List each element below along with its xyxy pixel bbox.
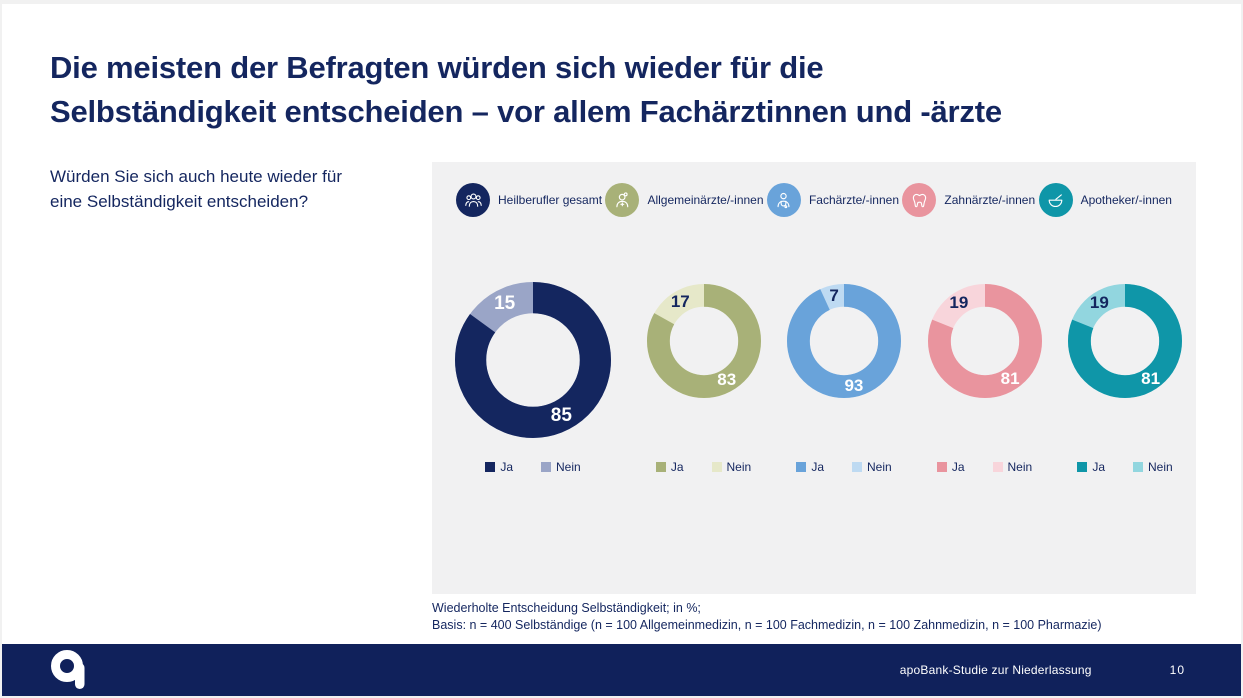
legend-item-zahnaerzte: Zahnärzte/-innen xyxy=(902,183,1035,217)
footer-study-label: apoBank-Studie zur Niederlassung xyxy=(899,663,1092,677)
footnote-line1: Wiederholte Entscheidung Selbständigkeit… xyxy=(432,601,701,615)
donut-chart-apotheker: 81 19 xyxy=(1068,284,1182,398)
donut-chart-zahnaerzte: 81 19 xyxy=(927,284,1042,398)
nein-swatch xyxy=(852,462,862,472)
ja-nein-legend: Ja Nein xyxy=(485,460,581,474)
legend-label: Zahnärzte/-innen xyxy=(944,193,1036,207)
donuts-row: 85 15 Ja Nein 83 17 xyxy=(432,282,1196,474)
legend-item-heilberufler: Heilberufler gesamt xyxy=(456,183,602,217)
donut-value-ja: 93 xyxy=(844,375,864,395)
donut-group-zahnaerzte: 81 19 Ja Nein xyxy=(915,282,1055,474)
footer-bar: apoBank-Studie zur Niederlassung 10 xyxy=(2,644,1241,696)
legend-entry-nein: Nein xyxy=(541,460,581,474)
chart-panel: Heilberufler gesamt Allgemeinärzte/-inne… xyxy=(432,162,1196,594)
ja-nein-legend: Ja Nein xyxy=(655,460,752,474)
donut-ring xyxy=(1068,284,1182,398)
group-legend: Heilberufler gesamt Allgemeinärzte/-inne… xyxy=(432,183,1196,217)
ja-nein-legend: Ja Nein xyxy=(796,460,892,474)
donut-value-nein: 7 xyxy=(829,286,839,306)
nein-swatch xyxy=(1133,462,1143,472)
legend-entry-ja: Ja xyxy=(1077,460,1105,474)
legend-label: Apotheker/-innen xyxy=(1080,193,1172,207)
nein-label: Nein xyxy=(1007,460,1033,474)
ja-swatch xyxy=(936,462,947,472)
nein-label: Nein xyxy=(726,460,752,474)
ja-nein-legend: Ja Nein xyxy=(1077,460,1173,474)
ja-swatch xyxy=(655,462,666,472)
tooth-icon xyxy=(902,183,937,217)
donut-group-apotheker: 81 19 Ja Nein xyxy=(1055,282,1195,474)
ja-label: Ja xyxy=(811,460,824,474)
ja-swatch xyxy=(796,462,807,472)
ja-swatch xyxy=(1077,462,1088,472)
legend-entry-ja: Ja xyxy=(485,460,513,474)
ja-nein-legend: Ja Nein xyxy=(936,460,1033,474)
ja-label: Ja xyxy=(670,460,684,474)
legend-entry-nein: Nein xyxy=(711,460,752,474)
legend-item-apotheker: Apotheker/-innen xyxy=(1038,183,1172,217)
legend-entry-ja: Ja xyxy=(796,460,824,474)
nein-label: Nein xyxy=(556,460,581,474)
donut-ring xyxy=(646,284,761,398)
footnotes: Wiederholte Entscheidung Selbständigkeit… xyxy=(432,600,1212,633)
legend-entry-nein: Nein xyxy=(1133,460,1173,474)
legend-label: Fachärzte/-innen xyxy=(808,193,899,207)
apobank-logo xyxy=(51,650,85,689)
legend-entry-ja: Ja xyxy=(655,460,684,474)
donut-chart-heilberufler: 85 15 xyxy=(455,282,611,438)
footnote-line2: Basis: n = 400 Selbständige (n = 100 All… xyxy=(432,617,1102,632)
legend-entry-nein: Nein xyxy=(852,460,892,474)
donut-group-fachaerzte: 93 7 Ja Nein xyxy=(774,282,914,474)
legend-entry-nein: Nein xyxy=(992,460,1033,474)
donut-ring xyxy=(455,282,611,438)
question-text: Würden Sie sich auch heute wieder für ei… xyxy=(50,167,342,211)
legend-entry-ja: Ja xyxy=(936,460,965,474)
nein-swatch xyxy=(711,462,722,472)
donut-value-ja: 81 xyxy=(1000,368,1020,388)
donut-ring xyxy=(787,284,901,398)
people-group-icon xyxy=(456,183,490,217)
slide-title: Die meisten der Befragten würden sich wi… xyxy=(50,50,1002,129)
nein-swatch xyxy=(992,462,1003,472)
donut-value-nein: 19 xyxy=(949,293,969,313)
donut-group-allgemeinaerzte: 83 17 Ja Nein xyxy=(634,282,774,474)
donut-value-ja: 85 xyxy=(550,404,572,426)
donut-value-nein: 19 xyxy=(1089,293,1109,313)
nein-swatch xyxy=(541,462,551,472)
donut-value-nein: 15 xyxy=(494,293,516,315)
donut-chart-allgemeinaerzte: 83 17 xyxy=(646,284,761,398)
nurse-icon xyxy=(605,183,640,217)
donut-ring xyxy=(927,284,1042,398)
legend-label: Heilberufler gesamt xyxy=(498,193,603,207)
mortar-pestle-icon xyxy=(1038,183,1073,217)
legend-item-allgemeinaerzte: Allgemeinärzte/-innen xyxy=(605,183,764,217)
page-number: 10 xyxy=(1169,663,1185,677)
donut-chart-fachaerzte: 93 7 xyxy=(787,284,901,398)
donut-value-ja: 81 xyxy=(1141,368,1161,388)
ja-label: Ja xyxy=(951,460,965,474)
doctor-icon xyxy=(766,183,801,217)
ja-label: Ja xyxy=(500,460,513,474)
donut-value-nein: 17 xyxy=(670,291,690,311)
legend-item-fachaerzte: Fachärzte/-innen xyxy=(766,183,899,217)
nein-label: Nein xyxy=(1148,460,1173,474)
ja-swatch xyxy=(485,462,496,472)
legend-label: Allgemeinärzte/-innen xyxy=(647,193,764,207)
donut-group-heilberufler: 85 15 Ja Nein xyxy=(433,282,633,474)
donut-value-ja: 83 xyxy=(717,370,737,390)
nein-label: Nein xyxy=(867,460,892,474)
ja-label: Ja xyxy=(1092,460,1105,474)
